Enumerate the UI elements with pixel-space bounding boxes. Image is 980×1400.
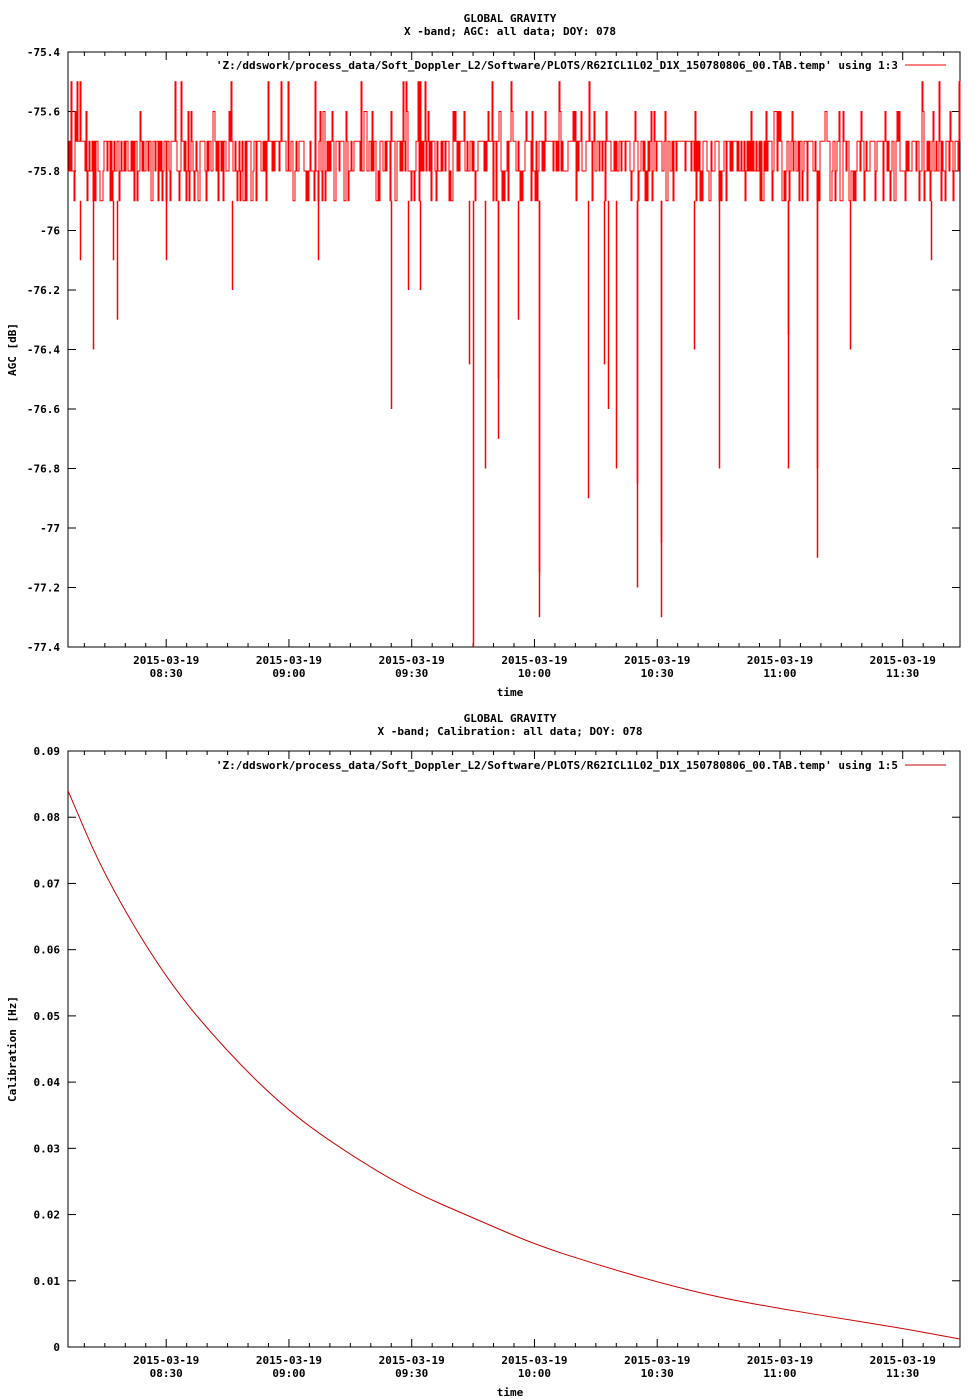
chart-1-x-tick-time: 10:00 [518, 667, 551, 680]
chart-1-x-axis-label: time [497, 686, 524, 699]
chart-2-y-tick-label: 0.01 [34, 1275, 61, 1288]
chart-1-x-tick-time: 11:00 [763, 667, 796, 680]
chart-1-x-tick-date: 2015-03-19 [624, 654, 690, 667]
chart-2-plot-frame [67, 750, 961, 1348]
chart-2-series-line [67, 790, 961, 1340]
chart-2-legend-label: 'Z:/ddswork/process_data/Soft_Doppler_L2… [216, 759, 898, 772]
chart-1-x-tick-date: 2015-03-19 [256, 654, 322, 667]
chart-1-x-tick-time: 09:00 [272, 667, 305, 680]
chart-1-y-tick-label: -76.6 [27, 403, 60, 416]
chart-1-y-tick-label: -76.4 [27, 344, 60, 357]
chart-1-x-tick-date: 2015-03-19 [379, 654, 445, 667]
chart-1-x-tick-time: 10:30 [641, 667, 674, 680]
chart-2-y-tick-label: 0.07 [34, 877, 61, 890]
chart-1-y-tick-label: -77.4 [27, 641, 60, 654]
chart-2-x-tick-date: 2015-03-19 [624, 1354, 690, 1367]
chart-2-y-tick-label: 0.08 [34, 811, 61, 824]
chart-2-x-tick-date: 2015-03-19 [747, 1354, 813, 1367]
chart-2-x-tick-time: 08:30 [150, 1367, 183, 1380]
chart-2-subtitle: X -band; Calibration: all data; DOY: 078 [378, 725, 643, 738]
chart-1-y-axis-label: AGC [dB] [6, 323, 19, 376]
chart-1-x-tick-date: 2015-03-19 [870, 654, 936, 667]
chart-1-x-tick-time: 11:30 [886, 667, 919, 680]
chart-2-x-tick-date: 2015-03-19 [501, 1354, 567, 1367]
chart-1-x-tick-date: 2015-03-19 [501, 654, 567, 667]
chart-1-legend-label: 'Z:/ddswork/process_data/Soft_Doppler_L2… [216, 59, 898, 72]
chart-2-y-tick-label: 0 [53, 1341, 60, 1354]
chart-2-y-tick-label: 0.03 [34, 1142, 61, 1155]
chart-2-y-tick-label: 0.06 [34, 944, 61, 957]
chart-1-y-tick-label: -77 [40, 522, 60, 535]
chart-2-x-tick-date: 2015-03-19 [870, 1354, 936, 1367]
chart-2-y-tick-label: 0.09 [34, 745, 61, 758]
chart-2-x-tick-time: 10:30 [641, 1367, 674, 1380]
chart-1-y-tick-label: -75.8 [27, 165, 60, 178]
chart-2-x-tick-time: 11:30 [886, 1367, 919, 1380]
chart-2-x-tick-time: 09:30 [395, 1367, 428, 1380]
chart-1-y-tick-label: -76.2 [27, 284, 60, 297]
chart-2-x-tick-time: 09:00 [272, 1367, 305, 1380]
chart-1-x-tick-time: 08:30 [150, 667, 183, 680]
chart-2-x-tick-time: 10:00 [518, 1367, 551, 1380]
chart-1-y-tick-label: -76 [40, 225, 60, 238]
chart-2-y-axis-label: Calibration [Hz] [6, 996, 19, 1102]
chart-2-x-tick-date: 2015-03-19 [379, 1354, 445, 1367]
chart-1-subtitle: X -band; AGC: all data; DOY: 078 [404, 25, 616, 38]
chart-1-title: GLOBAL GRAVITY [464, 12, 557, 25]
chart-1-y-tick-label: -77.2 [27, 582, 60, 595]
chart-2-x-tick-date: 2015-03-19 [133, 1354, 199, 1367]
chart-2-y-tick-label: 0.05 [34, 1010, 61, 1023]
chart-1-y-tick-label: -75.6 [27, 106, 60, 119]
chart-1-y-tick-label: -76.8 [27, 463, 60, 476]
chart-2-title: GLOBAL GRAVITY [464, 712, 557, 725]
chart-2-y-tick-label: 0.02 [34, 1209, 61, 1222]
chart-1-x-tick-time: 09:30 [395, 667, 428, 680]
chart-1-x-tick-date: 2015-03-19 [747, 654, 813, 667]
chart-2-y-tick-label: 0.04 [34, 1076, 61, 1089]
chart-2-x-axis-label: time [497, 1386, 524, 1399]
chart-2-x-tick-date: 2015-03-19 [256, 1354, 322, 1367]
chart-1-y-tick-label: -75.4 [27, 46, 60, 59]
chart-1-x-tick-date: 2015-03-19 [133, 654, 199, 667]
chart-1-series-line [68, 81, 961, 202]
chart-2-x-tick-time: 11:00 [763, 1367, 796, 1380]
